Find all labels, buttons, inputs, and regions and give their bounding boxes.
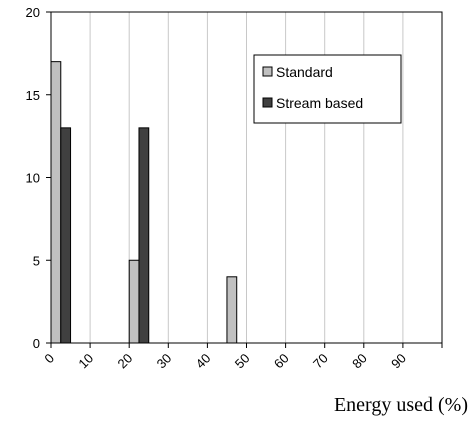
x-tick-label-70: 70 xyxy=(310,351,331,372)
bar-standard-0 xyxy=(50,61,62,344)
x-tick-label-90: 90 xyxy=(388,351,409,372)
x-tick-label-40: 40 xyxy=(193,351,214,372)
y-tick-label-10: 10 xyxy=(26,171,40,186)
x-tick-label-0: 0 xyxy=(41,351,57,367)
legend-label-0: Standard xyxy=(276,64,333,80)
bar-stream-based-0 xyxy=(60,127,72,344)
bars xyxy=(50,61,238,344)
y-tick-label-5: 5 xyxy=(33,253,40,268)
x-tick-label-20: 20 xyxy=(114,351,135,372)
legend-label-1: Stream based xyxy=(276,95,363,111)
y-tick-label-0: 0 xyxy=(33,336,40,351)
x-tick-label-10: 10 xyxy=(75,351,96,372)
x-tick-label-60: 60 xyxy=(271,351,292,372)
bar-standard-45 xyxy=(226,276,238,344)
y-tick-label-15: 15 xyxy=(26,88,40,103)
legend-swatch-0 xyxy=(262,66,273,77)
bar-stream-based-20 xyxy=(138,127,150,344)
x-tick-label-80: 80 xyxy=(349,351,370,372)
legend-box xyxy=(253,54,402,124)
bar-standard-20 xyxy=(128,259,140,344)
legend-swatch-1 xyxy=(262,97,273,108)
x-axis-title: Energy used (%) xyxy=(334,394,468,416)
x-tick-label-50: 50 xyxy=(232,351,253,372)
legend: Standard Stream based xyxy=(253,54,402,124)
y-tick-label-20: 20 xyxy=(26,5,40,20)
x-tick-label-30: 30 xyxy=(154,351,175,372)
